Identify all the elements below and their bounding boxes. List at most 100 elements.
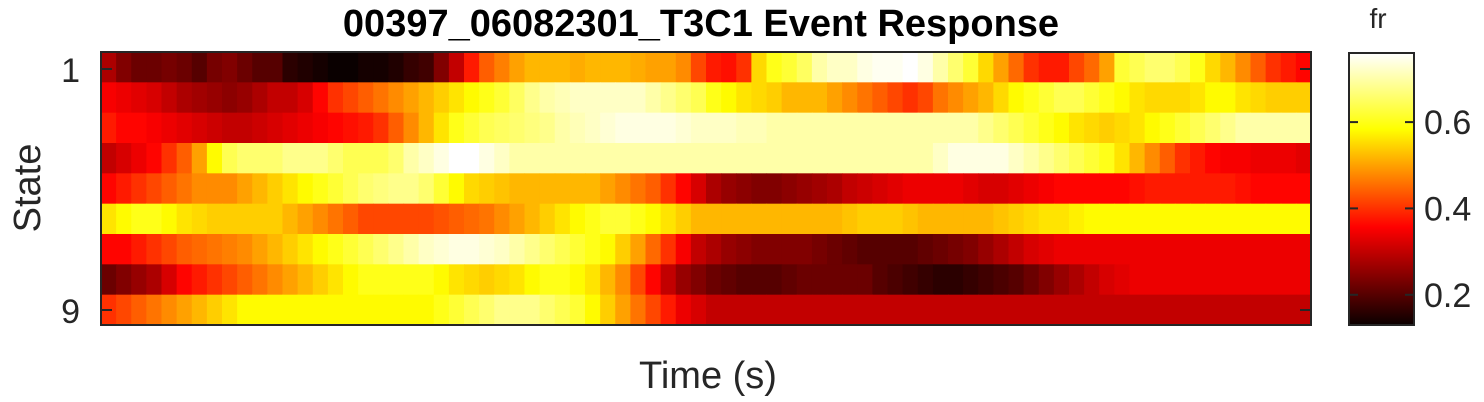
heatmap-cell-state-9-bin-71 <box>1159 294 1176 326</box>
heatmap-cell-state-8-bin-55 <box>917 264 934 296</box>
heatmap-cell-state-7-bin-52 <box>872 234 889 265</box>
heatmap-cell-state-3-bin-52 <box>872 112 889 144</box>
heatmap-cell-state-3-bin-56 <box>932 112 949 144</box>
heatmap-cell-state-7-bin-41 <box>706 234 722 265</box>
heatmap-cell-state-6-bin-5 <box>161 203 178 235</box>
heatmap-cell-state-9-bin-2 <box>116 294 132 326</box>
heatmap-cell-state-7-bin-77 <box>1250 234 1267 265</box>
heatmap-cell-state-8-bin-35 <box>615 264 631 296</box>
heatmap-cell-state-1-bin-62 <box>1023 52 1040 83</box>
heatmap-cell-state-3-bin-72 <box>1174 112 1191 144</box>
heatmap-cell-state-6-bin-2 <box>116 203 132 235</box>
heatmap-cell-state-6-bin-44 <box>751 203 768 235</box>
heatmap-cell-state-5-bin-69 <box>1129 173 1146 205</box>
heatmap-cell-state-3-bin-40 <box>690 112 707 144</box>
heatmap-cell-state-1-bin-12 <box>267 52 284 83</box>
heatmap-cell-state-7-bin-31 <box>554 234 571 265</box>
heatmap-cell-state-5-bin-3 <box>131 173 147 205</box>
heatmap-cell-state-2-bin-14 <box>297 82 314 114</box>
heatmap-cell-state-8-bin-5 <box>161 264 178 296</box>
heatmap-cell-state-1-bin-20 <box>388 52 405 83</box>
heatmap-cell-state-1-bin-69 <box>1129 52 1146 83</box>
heatmap-cell-state-9-bin-55 <box>917 294 934 326</box>
heatmap-cell-state-6-bin-18 <box>358 203 374 235</box>
heatmap-cell-state-9-bin-38 <box>660 294 677 326</box>
heatmap-cell-state-3-bin-16 <box>327 112 344 144</box>
heatmap-cell-state-8-bin-74 <box>1205 264 1221 296</box>
heatmap-cell-state-2-bin-80 <box>1295 82 1312 114</box>
heatmap-cell-state-6-bin-27 <box>494 203 510 235</box>
heatmap-cell-state-7-bin-55 <box>917 234 934 265</box>
heatmap-cell-state-8-bin-39 <box>675 264 692 296</box>
heatmap-cell-state-4-bin-33 <box>585 143 601 174</box>
heatmap-cell-state-7-bin-21 <box>403 234 420 265</box>
heatmap-cell-state-2-bin-78 <box>1265 82 1282 114</box>
heatmap-cell-state-1-bin-74 <box>1205 52 1221 83</box>
heatmap-cell-state-7-bin-5 <box>161 234 178 265</box>
heatmap-cell-state-1-bin-49 <box>827 52 843 83</box>
heatmap-cell-state-2-bin-11 <box>252 82 268 114</box>
heatmap-cell-state-5-bin-43 <box>736 173 752 205</box>
heatmap-cell-state-1-bin-73 <box>1190 52 1206 83</box>
heatmap-cell-state-2-bin-63 <box>1038 82 1055 114</box>
heatmap-cell-state-7-bin-34 <box>600 234 616 265</box>
heatmap-cell-state-3-bin-57 <box>948 112 964 144</box>
heatmap-cell-state-4-bin-69 <box>1129 143 1146 174</box>
heatmap-cell-state-5-bin-63 <box>1038 173 1055 205</box>
heatmap-cell-state-6-bin-36 <box>630 203 647 235</box>
heatmap-cell-state-2-bin-34 <box>600 82 616 114</box>
heatmap-cell-state-5-bin-20 <box>388 173 405 205</box>
heatmap-cell-state-7-bin-17 <box>343 234 359 265</box>
heatmap-cell-state-5-bin-50 <box>842 173 858 205</box>
heatmap-cell-state-2-bin-2 <box>116 82 132 114</box>
heatmap-cell-state-3-bin-51 <box>857 112 873 144</box>
heatmap-cell-state-2-bin-43 <box>736 82 752 114</box>
heatmap-cell-state-7-bin-25 <box>464 234 480 265</box>
heatmap-cell-state-4-bin-61 <box>1008 143 1025 174</box>
heatmap-cell-state-4-bin-30 <box>539 143 556 174</box>
heatmap-cell-state-4-bin-32 <box>569 143 586 174</box>
heatmap-cell-state-3-bin-25 <box>464 112 480 144</box>
heatmap-cell-state-3-bin-58 <box>963 112 979 144</box>
heatmap-cell-state-3-bin-23 <box>433 112 450 144</box>
heatmap-cell-state-8-bin-3 <box>131 264 147 296</box>
heatmap-cell-state-9-bin-52 <box>872 294 889 326</box>
heatmap-cell-state-8-bin-76 <box>1235 264 1252 296</box>
heatmap-cell-state-1-bin-18 <box>358 52 374 83</box>
heatmap-cell-state-6-bin-33 <box>585 203 601 235</box>
heatmap-cell-state-9-bin-57 <box>948 294 964 326</box>
y-tick-label-last: 9 <box>61 293 80 331</box>
heatmap-cell-state-6-bin-73 <box>1190 203 1206 235</box>
heatmap-cell-state-7-bin-53 <box>887 234 904 265</box>
heatmap-cell-state-2-bin-57 <box>948 82 964 114</box>
heatmap-cell-state-5-bin-22 <box>418 173 435 205</box>
heatmap-cell-state-4-bin-10 <box>237 143 253 174</box>
heatmap-cell-state-1-bin-80 <box>1295 52 1312 83</box>
heatmap-cell-state-2-bin-13 <box>282 82 299 114</box>
heatmap-cell-state-2-bin-59 <box>978 82 994 114</box>
heatmap-cell-state-9-bin-36 <box>630 294 647 326</box>
heatmap-cell-state-5-bin-49 <box>827 173 843 205</box>
heatmap-cell-state-4-bin-72 <box>1174 143 1191 174</box>
heatmap-cell-state-6-bin-52 <box>872 203 889 235</box>
heatmap-cell-state-9-bin-77 <box>1250 294 1267 326</box>
heatmap-cell-state-3-bin-17 <box>343 112 359 144</box>
heatmap-cell-state-2-bin-27 <box>494 82 510 114</box>
heatmap-cell-state-4-bin-75 <box>1220 143 1236 174</box>
heatmap-cell-state-6-bin-46 <box>781 203 798 235</box>
heatmap-cell-state-2-bin-41 <box>706 82 722 114</box>
heatmap-cell-state-5-bin-31 <box>554 173 571 205</box>
heatmap-cell-state-5-bin-9 <box>222 173 238 205</box>
heatmap-cell-state-4-bin-22 <box>418 143 435 174</box>
heatmap-cell-state-2-bin-42 <box>721 82 737 114</box>
heatmap-cell-state-4-bin-49 <box>827 143 843 174</box>
heatmap-cell-state-8-bin-44 <box>751 264 768 296</box>
heatmap-cell-state-8-bin-28 <box>509 264 526 296</box>
heatmap-cell-state-6-bin-30 <box>539 203 556 235</box>
heatmap-cell-state-7-bin-37 <box>645 234 662 265</box>
heatmap-cell-state-5-bin-16 <box>327 173 344 205</box>
heatmap-cell-state-6-bin-29 <box>524 203 541 235</box>
heatmap-cell-state-5-bin-37 <box>645 173 662 205</box>
heatmap-cell-state-7-bin-29 <box>524 234 541 265</box>
heatmap-cell-state-1-bin-59 <box>978 52 994 83</box>
